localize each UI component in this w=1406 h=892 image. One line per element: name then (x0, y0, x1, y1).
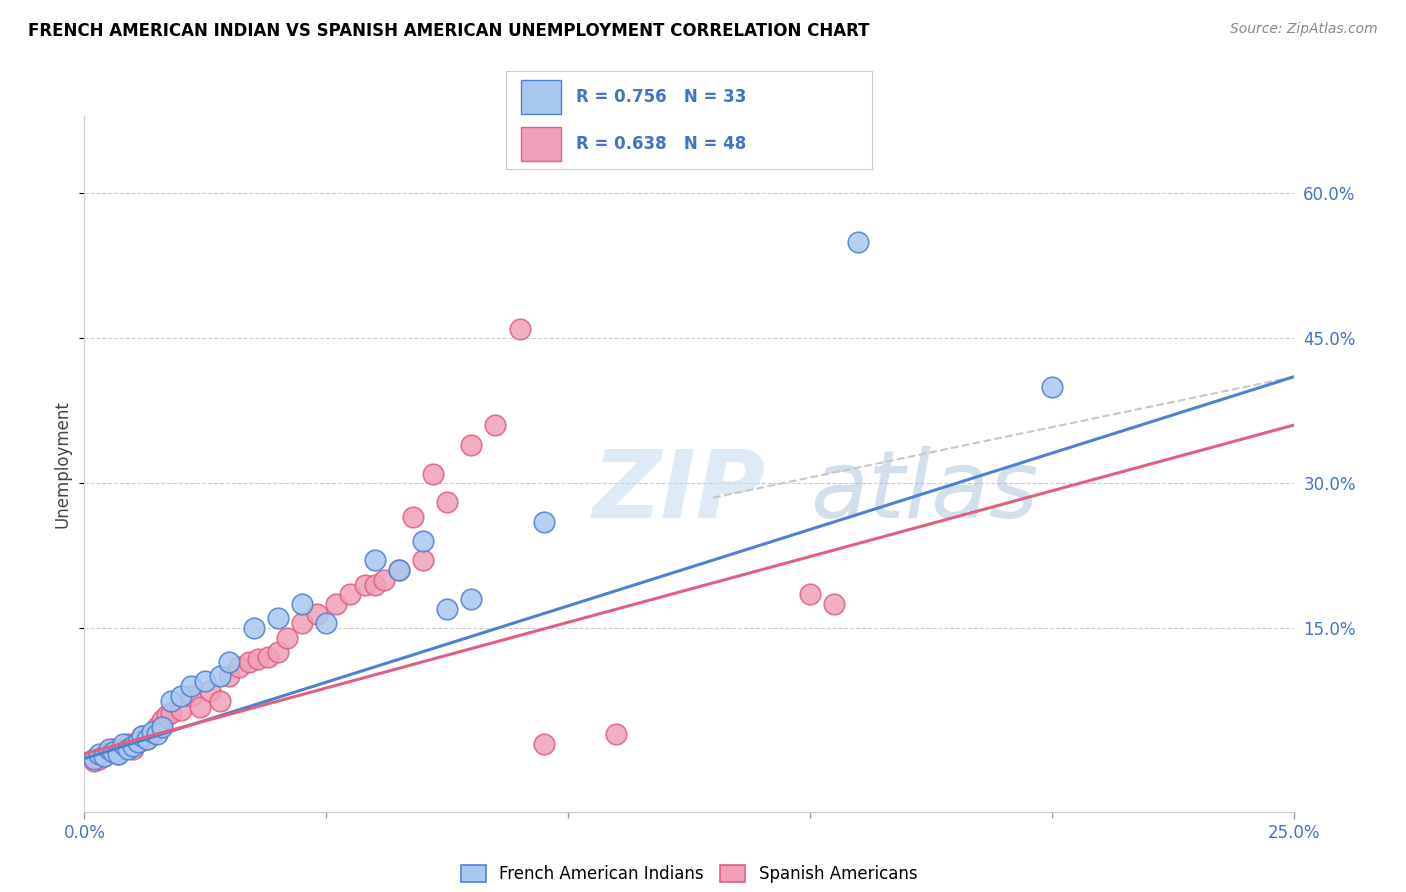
Point (146, 720, 169, 734)
Point (155, 708, 177, 723)
Point (112, 742, 135, 756)
Point (107, 747, 129, 761)
Point (150, 713, 173, 727)
Point (93, 748, 115, 763)
Point (460, 437, 482, 451)
Point (150, 720, 173, 734)
Point (267, 611, 290, 625)
Point (87, 747, 110, 761)
Point (373, 573, 395, 587)
Point (305, 607, 328, 621)
Point (422, 467, 444, 481)
Point (160, 706, 183, 721)
Point (117, 737, 139, 751)
Point (83, 751, 105, 765)
Text: Source: ZipAtlas.com: Source: ZipAtlas.com (1230, 22, 1378, 37)
Point (87, 751, 110, 765)
Point (363, 553, 385, 567)
Point (107, 747, 129, 761)
Point (93, 748, 115, 763)
Point (127, 735, 149, 749)
Point (799, 587, 821, 601)
Text: FRENCH AMERICAN INDIAN VS SPANISH AMERICAN UNEMPLOYMENT CORRELATION CHART: FRENCH AMERICAN INDIAN VS SPANISH AMERIC… (28, 22, 870, 40)
Point (194, 674, 217, 689)
Point (412, 553, 434, 567)
Point (141, 727, 163, 741)
Point (141, 725, 163, 739)
Point (228, 660, 250, 674)
Point (180, 679, 202, 693)
Point (97, 745, 120, 759)
Point (170, 703, 193, 717)
Point (257, 650, 280, 665)
Point (325, 597, 347, 611)
Point (121, 739, 143, 753)
Point (605, 727, 627, 741)
Point (291, 616, 314, 631)
Point (247, 652, 270, 666)
Point (146, 727, 169, 741)
Point (208, 669, 231, 683)
Point (160, 693, 183, 707)
Point (484, 418, 506, 433)
Legend: French American Indians, Spanish Americans: French American Indians, Spanish America… (461, 865, 917, 883)
Point (242, 621, 264, 635)
Text: ZIP: ZIP (592, 446, 765, 538)
Text: atlas: atlas (810, 446, 1038, 537)
Point (103, 742, 125, 756)
Point (339, 587, 361, 601)
Point (533, 515, 555, 529)
Point (436, 495, 458, 509)
Point (112, 737, 135, 751)
Point (136, 732, 159, 747)
Point (121, 742, 143, 756)
Text: R = 0.638   N = 48: R = 0.638 N = 48 (575, 135, 745, 153)
Point (103, 745, 125, 759)
Point (460, 592, 482, 607)
Point (208, 693, 231, 707)
Point (533, 737, 555, 751)
FancyBboxPatch shape (520, 128, 561, 161)
Point (276, 631, 298, 645)
Point (363, 577, 385, 591)
Point (846, 235, 869, 249)
Point (170, 689, 193, 703)
Point (97, 742, 120, 756)
Point (127, 735, 149, 749)
Point (190, 700, 212, 714)
Point (436, 602, 458, 616)
Point (83, 755, 105, 769)
Point (218, 669, 240, 683)
Point (823, 597, 845, 611)
Point (180, 689, 202, 703)
Point (131, 730, 153, 744)
Point (1040, 379, 1063, 393)
Y-axis label: Unemployment: Unemployment (53, 400, 72, 528)
Point (315, 616, 337, 631)
Point (509, 321, 531, 335)
Point (267, 645, 290, 659)
Point (238, 655, 260, 669)
Point (388, 563, 411, 577)
Point (388, 563, 411, 577)
Point (291, 597, 314, 611)
Point (198, 684, 221, 698)
FancyBboxPatch shape (520, 80, 561, 113)
Text: R = 0.756   N = 33: R = 0.756 N = 33 (575, 88, 747, 106)
Point (354, 577, 377, 591)
Point (131, 730, 153, 744)
Point (117, 742, 139, 756)
Point (412, 534, 434, 549)
Point (136, 732, 159, 747)
Point (218, 655, 240, 669)
Point (402, 510, 425, 524)
